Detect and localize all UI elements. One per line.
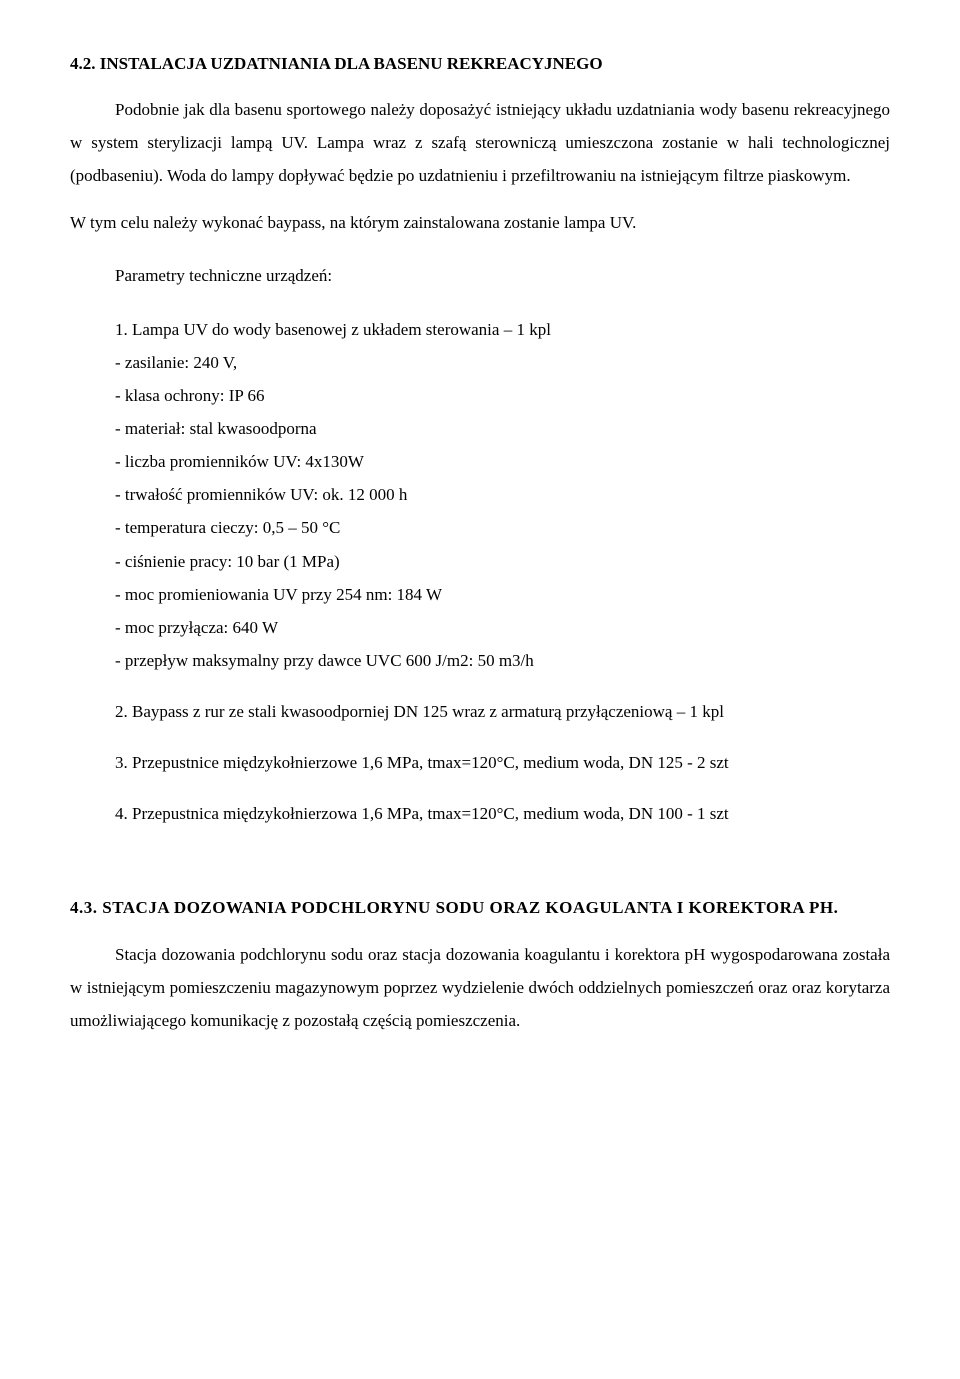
section-heading-4-3: 4.3. STACJA DOZOWANIA PODCHLORYNU SODU O… — [70, 891, 890, 924]
spec-item: - liczba promienników UV: 4x130W — [115, 445, 890, 478]
spec-item: - klasa ochrony: IP 66 — [115, 379, 890, 412]
parameters-subheading: Parametry techniczne urządzeń: — [70, 259, 890, 292]
numbered-item-4: 4. Przepustnica międzykołnierzowa 1,6 MP… — [70, 797, 890, 830]
section-heading-4-2: 4.2. INSTALACJA UZDATNIANIA DLA BASENU R… — [70, 50, 890, 79]
spec-item: - materiał: stal kwasoodporna — [115, 412, 890, 445]
numbered-item-1: 1. Lampa UV do wody basenowej z układem … — [70, 313, 890, 346]
spec-item: - ciśnienie pracy: 10 bar (1 MPa) — [115, 545, 890, 578]
spec-item: - zasilanie: 240 V, — [115, 346, 890, 379]
spec-item: - trwałość promienników UV: ok. 12 000 h — [115, 478, 890, 511]
numbered-item-2: 2. Baypass z rur ze stali kwasoodporniej… — [70, 695, 890, 728]
spec-item: - moc promieniowania UV przy 254 nm: 184… — [115, 578, 890, 611]
paragraph-4-3-1: Stacja dozowania podchlorynu sodu oraz s… — [70, 938, 890, 1037]
spec-item: - przepływ maksymalny przy dawce UVC 600… — [115, 644, 890, 677]
spec-item: - moc przyłącza: 640 W — [115, 611, 890, 644]
spec-item: - temperatura cieczy: 0,5 – 50 °C — [115, 511, 890, 544]
numbered-item-3: 3. Przepustnice międzykołnierzowe 1,6 MP… — [70, 746, 890, 779]
paragraph-4-2-2: W tym celu należy wykonać baypass, na kt… — [70, 206, 890, 239]
paragraph-4-2-1: Podobnie jak dla basenu sportowego należ… — [70, 93, 890, 192]
